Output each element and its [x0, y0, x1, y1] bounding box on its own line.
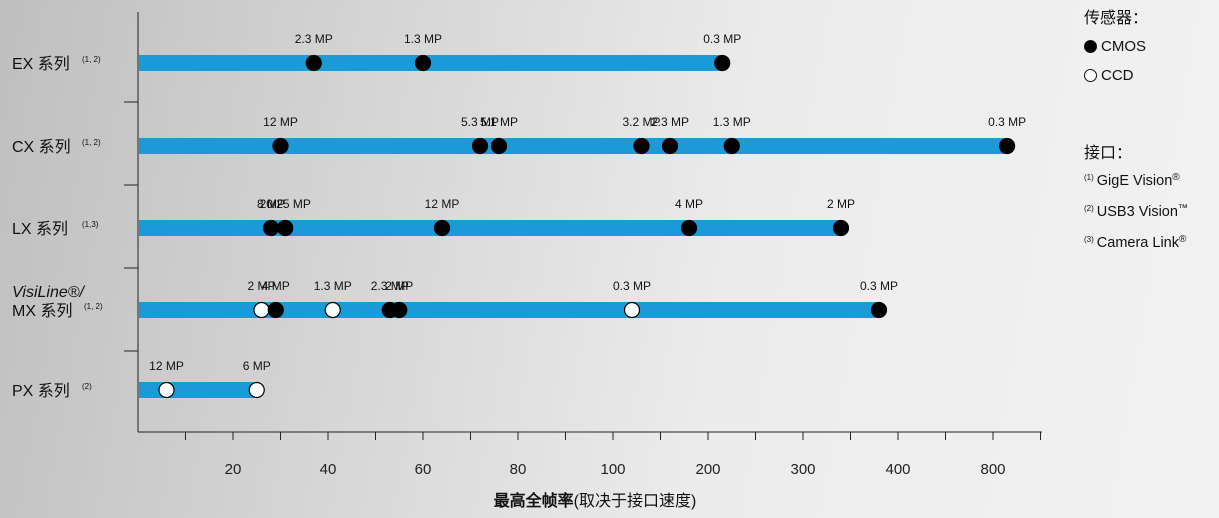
series-bar [139, 382, 257, 398]
cmos-point [305, 54, 322, 72]
ccd-point [248, 381, 265, 399]
point-label: 2.3 MP [371, 279, 409, 293]
series-label-italic: VisiLine®/ [12, 284, 86, 301]
interface-name: USB3 Vision [1096, 204, 1178, 220]
cmos-point [633, 137, 650, 155]
point-label: 12 MP [263, 115, 298, 129]
legend-cmos: CMOS [1084, 38, 1146, 55]
interface-mark: ™ [1177, 203, 1188, 214]
cmos-point [414, 54, 432, 72]
x-tick-label: 20 [225, 461, 242, 478]
ccd-point [253, 301, 270, 319]
cmos-point [680, 219, 698, 237]
cmos-point [433, 219, 451, 237]
interface-item: (1) GigE Vision® [1084, 172, 1180, 189]
series-bar [139, 138, 1008, 154]
series-label: CX 系列 [12, 138, 71, 156]
interface-num: (3) [1084, 235, 1094, 244]
ccd-point [623, 301, 641, 319]
cmos-point [277, 219, 294, 237]
ccd-dot-icon [1084, 69, 1097, 82]
point-label: 8 MP [257, 197, 285, 211]
sensor-legend-title: 传感器： [1084, 10, 1149, 27]
cmos-point [998, 137, 1016, 155]
series-label: PX 系列 [12, 382, 70, 400]
point-label: 2 MP [827, 197, 855, 211]
cmos-point [272, 137, 289, 155]
x-tick-label: 200 [695, 461, 720, 478]
point-label: 12 MP [149, 359, 184, 373]
cmos-point [267, 301, 284, 319]
series-superscript: (1, 2) [84, 302, 103, 311]
interface-mark: ® [1172, 172, 1180, 183]
x-axis-title-note: (取决于接口速度) [574, 492, 697, 510]
series-label: MX 系列 [12, 302, 72, 320]
legend-cmos-label: CMOS [1101, 38, 1146, 55]
cmos-point [723, 137, 740, 155]
point-label: 5.1 MP [480, 115, 518, 129]
point-label: 2.3 MP [295, 32, 333, 46]
series-label: EX 系列 [12, 55, 70, 73]
point-label: 1.3 MP [404, 32, 442, 46]
point-label: 4 MP [262, 279, 290, 293]
cmos-point [262, 219, 280, 237]
interface-item: (3) Camera Link® [1084, 234, 1186, 251]
series-superscript: (1, 2) [82, 55, 101, 64]
series-superscript: (1, 2) [82, 138, 101, 147]
point-label: 1.3 MP [713, 115, 751, 129]
interface-num: (1) [1084, 173, 1094, 182]
point-label: 0.3 MP [860, 279, 898, 293]
ccd-point [158, 381, 175, 399]
cmos-point [490, 137, 508, 155]
interface-item: (2) USB3 Vision™ [1084, 203, 1188, 220]
x-tick-label: 100 [600, 461, 625, 478]
interface-name: GigE Vision [1096, 173, 1173, 189]
point-label: 1.3 MP [314, 279, 352, 293]
point-label: 2 MP [247, 279, 275, 293]
series-superscript: (2) [82, 382, 92, 391]
x-tick-label: 60 [415, 461, 432, 478]
series-label: LX 系列 [12, 220, 68, 238]
interface-legend-title: 接口： [1084, 145, 1133, 162]
point-label: 2.3 MP [651, 115, 689, 129]
point-label: 4 MP [675, 197, 703, 211]
point-label: 5.3 MP [461, 115, 499, 129]
series-superscript: (1,3) [82, 220, 99, 229]
cmos-point [832, 219, 850, 237]
point-label: 0.3 MP [703, 32, 741, 46]
x-axis-title-main: 最高全帧率 [494, 491, 574, 510]
series-bar [139, 302, 879, 318]
point-label: 0.3 MP [613, 279, 651, 293]
series-bar [139, 220, 841, 236]
x-tick-label: 400 [885, 461, 910, 478]
cmos-point [471, 137, 489, 155]
point-label: 20/25 MP [260, 197, 311, 211]
ccd-point [324, 301, 341, 319]
cmos-point [391, 301, 408, 319]
cmos-dot-icon [1084, 40, 1097, 53]
interface-num: (2) [1084, 204, 1094, 213]
x-tick-label: 300 [790, 461, 815, 478]
interface-mark: ® [1178, 234, 1187, 245]
legend-ccd-label: CCD [1101, 67, 1134, 84]
x-tick-label: 40 [320, 461, 337, 478]
point-label: 0.3 MP [988, 115, 1026, 129]
point-label: 2 MP [385, 279, 413, 293]
x-axis-title: 最高全帧率(取决于接口速度) [494, 491, 697, 510]
point-label: 12 MP [425, 197, 460, 211]
legend-ccd: CCD [1084, 67, 1134, 84]
x-tick-label: 80 [510, 461, 527, 478]
cmos-point [870, 301, 888, 319]
cmos-point [714, 54, 731, 72]
cmos-point [661, 137, 679, 155]
point-label: 3.2 MP [622, 115, 660, 129]
x-tick-label: 800 [980, 461, 1005, 478]
point-label: 6 MP [243, 359, 271, 373]
interface-name: Camera Link [1096, 235, 1179, 251]
